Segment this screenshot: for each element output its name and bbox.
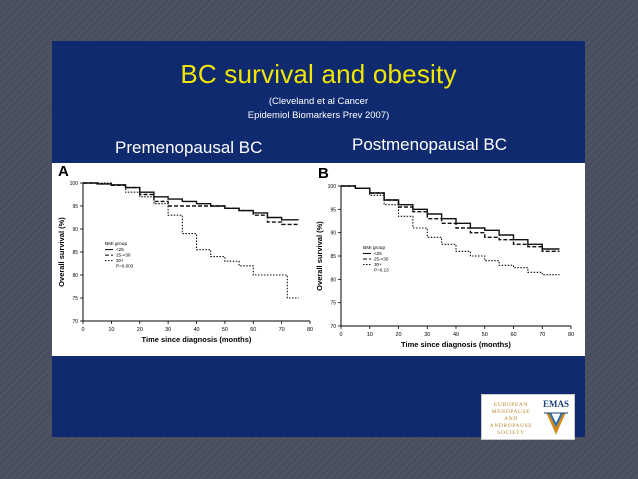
logo-org-line: ANDROPAUSE	[489, 423, 533, 429]
panel-a-x-tick-label: 20	[137, 327, 143, 333]
panel-b-x-axis-label: Time since diagnosis (months)	[401, 340, 511, 349]
panel-b-x-tick-label: 20	[395, 332, 401, 338]
panel-b-y-tick-label: 70	[330, 324, 336, 330]
panel-a-x-tick-label: 70	[279, 327, 285, 333]
panel-a-y-tick-label: 90	[72, 227, 78, 233]
citation-line-1: (Cleveland et al Cancer	[268, 96, 369, 107]
panel-a-y-tick-label: 95	[72, 204, 78, 210]
panel-a-series-line	[83, 182, 299, 299]
panel-b-y-tick-label: 85	[330, 254, 336, 260]
panel-b-x-tick-label: 70	[539, 332, 545, 338]
panel-b-y-axis-label: Overall survival (%)	[315, 221, 324, 291]
panel-a-y-tick-label: 70	[72, 319, 78, 325]
panel-a-x-tick-label: 10	[108, 327, 114, 333]
citation-line-2: Epidemiol Biomarkers Prev 2007)	[247, 110, 390, 121]
emblem-icon	[544, 412, 568, 435]
logo-org-line: EUROPEAN	[493, 402, 529, 408]
emas-logo: EUROPEAN MENOPAUSE AND ANDROPAUSE SOCIET…	[481, 394, 575, 440]
panel-a-y-tick-label: 85	[72, 250, 78, 256]
panel-a-y-axis-label: Overall survival (%)	[57, 217, 66, 287]
panel-letter-a: A	[58, 163, 69, 180]
panel-b-legend-title: BMI group	[363, 245, 385, 251]
panel-b-legend-label: 30+	[374, 262, 382, 267]
panel-a-x-tick-label: 80	[307, 327, 313, 333]
panel-b-legend-label: <25	[374, 251, 382, 256]
panel-b-x-tick-label: 40	[453, 332, 459, 338]
panel-a-series-line	[83, 182, 299, 226]
panel-a-x-tick-label: 0	[81, 327, 84, 333]
panel-b-x-tick-label: 0	[339, 332, 342, 338]
panel-b-p-value: P=0.13	[374, 268, 389, 273]
subtitle-postmenopausal: Postmenopausal BC	[352, 135, 507, 154]
panel-b-y-tick-label: 80	[330, 277, 336, 283]
panel-a-legend-title: BMI group	[105, 241, 127, 247]
panel-b-series-line	[341, 185, 560, 253]
panel-a-x-axis-label: Time since diagnosis (months)	[142, 335, 252, 344]
panel-letter-b: B	[318, 165, 329, 182]
survival-figure: A B 0 10 20 30 40 50 60 70 80 70 75 80 85 90 95 100 Time…	[52, 163, 585, 356]
panel-b-x-tick-label: 50	[482, 332, 488, 338]
subtitle-premenopausal: Premenopausal BC	[115, 138, 263, 157]
panel-a-x-tick-label: 50	[222, 327, 228, 333]
panel-a-legend-label: <25	[116, 247, 124, 252]
panel-b-y-tick-label: 75	[330, 301, 336, 307]
panel-a-x-tick-label: 40	[193, 327, 199, 333]
logo-org-line: AND	[504, 416, 518, 422]
panel-a-p-value: P=0.003	[116, 264, 134, 269]
panel-a-legend-label: 30+	[116, 258, 124, 263]
slide: BC survival and obesity (Cleveland et al…	[52, 41, 585, 440]
panel-b-x-tick-label: 80	[568, 332, 574, 338]
logo-acronym: EMAS	[542, 399, 569, 409]
panel-b-series-line	[341, 185, 560, 276]
panel-a-legend-label: 25-<30	[116, 253, 131, 258]
panel-a-y-tick-label: 80	[72, 273, 78, 279]
panel-a-series-line	[83, 182, 299, 221]
logo-org-line: MENOPAUSE	[491, 409, 531, 415]
panel-b-legend-label: 25-<30	[374, 257, 389, 262]
panel-b-x-tick-label: 60	[510, 332, 516, 338]
panel-b-x-tick-label: 30	[424, 332, 430, 338]
panel-b-x-tick-label: 10	[367, 332, 373, 338]
slide-title: BC survival and obesity	[180, 59, 457, 89]
panel-a-x-tick-label: 60	[250, 327, 256, 333]
panel-a-y-tick-label: 75	[72, 296, 78, 302]
logo-org-line: SOCIETY	[497, 430, 525, 436]
panel-a-x-tick-label: 30	[165, 327, 171, 333]
panel-b-y-tick-label: 100	[328, 184, 337, 190]
panel-b-y-tick-label: 95	[330, 207, 336, 213]
panel-a-y-tick-label: 100	[70, 181, 79, 187]
emas-emblem: EMAS	[540, 399, 572, 435]
logo-org-name: EUROPEAN MENOPAUSE AND ANDROPAUSE SOCIET…	[485, 402, 537, 437]
panel-b-series-line	[341, 185, 560, 250]
panel-b-y-tick-label: 90	[330, 231, 336, 237]
